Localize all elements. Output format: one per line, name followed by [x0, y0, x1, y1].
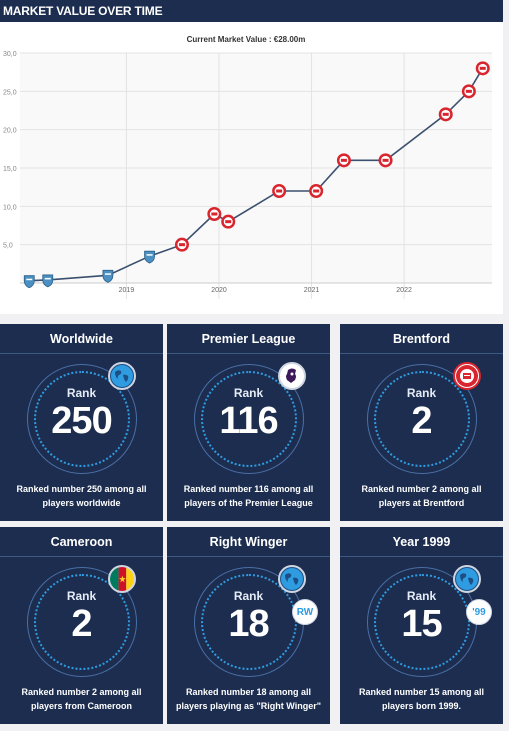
year-pill: '99	[466, 599, 492, 625]
rank-card-brentford[interactable]: Brentford Rank 2 Ranked number 2 among a…	[340, 324, 503, 521]
rank-label: Rank	[66, 589, 97, 603]
rank-ring	[26, 364, 137, 474]
badge-mark	[442, 112, 449, 116]
rank-label: Rank	[66, 386, 97, 400]
data-point[interactable]	[336, 153, 351, 168]
badge-mark	[479, 66, 486, 70]
data-point[interactable]	[207, 207, 222, 221]
badge-mark	[313, 189, 320, 193]
rank-label: Rank	[406, 386, 437, 400]
rank-number: 116	[219, 400, 278, 442]
club-badge-icon	[102, 269, 114, 283]
badge-mark	[26, 278, 33, 281]
market-value-chart: Current Market Value : €28.00m 5,0 10,0 15…	[0, 22, 503, 314]
rank-card-worldwide[interactable]: Worldwide Rank 250 Ranked number 250 amo…	[0, 324, 163, 521]
rank-card-right-winger[interactable]: Right Winger RW Rank 18 Ranked number 18…	[167, 527, 330, 724]
y-tick-label: 20,0	[3, 128, 17, 135]
data-point[interactable]	[144, 250, 155, 264]
value-line	[29, 67, 484, 282]
data-point[interactable]	[23, 275, 35, 289]
badge-mark	[44, 277, 51, 280]
badge-mark	[104, 273, 111, 275]
rank-card-year[interactable]: Year 1999 '99 Rank 15 Ranked number 15 a…	[340, 527, 503, 724]
badge-mark	[382, 158, 389, 162]
cameroon-flag-icon	[108, 565, 136, 593]
club-badge-icon	[42, 274, 54, 288]
premier-league-icon	[278, 362, 306, 390]
y-tick-label: 10,0	[3, 204, 17, 211]
data-point[interactable]	[221, 214, 236, 229]
y-tick-label: 15,0	[3, 166, 17, 173]
rank-ring	[366, 364, 477, 474]
rank-number: 250	[51, 400, 112, 442]
globe-icon	[108, 362, 136, 390]
rank-number: 2	[71, 603, 92, 645]
rank-description: Ranked number 18 among all players playi…	[176, 687, 321, 711]
rank-number: 15	[401, 603, 442, 645]
badge-mark	[146, 254, 153, 256]
chart-canvas: Current Market Value : €28.00m 5,0 10,0 15…	[3, 35, 492, 299]
badge-mark	[465, 89, 472, 93]
x-tick-label: 2022	[396, 287, 412, 294]
rank-label: Rank	[233, 386, 264, 400]
x-tick-label: 2020	[211, 287, 227, 294]
data-point[interactable]	[438, 107, 453, 122]
rank-description: Ranked number 2 among all players from C…	[21, 687, 142, 711]
rank-description: Ranked number 250 among all players worl…	[16, 484, 147, 508]
data-point[interactable]	[174, 237, 189, 252]
y-tick-label: 25,0	[3, 89, 17, 96]
brentford-crest-icon	[453, 362, 481, 390]
chart-series-line	[29, 67, 484, 282]
chart-axes: 5,0 10,0 15,0 20,0 25,0 30,0 2019 2020 2021 2022	[3, 51, 492, 294]
data-point[interactable]	[475, 61, 490, 76]
rank-number: 18	[228, 603, 269, 645]
chart-title: Current Market Value : €28.00m	[187, 35, 306, 44]
x-tick-label: 2021	[304, 287, 320, 294]
data-point[interactable]	[42, 274, 54, 288]
data-point[interactable]	[272, 184, 287, 198]
position-pill: RW	[292, 599, 318, 625]
rank-card-title: Right Winger	[167, 527, 330, 557]
rank-label: Rank	[233, 589, 264, 603]
chart-grid	[20, 52, 492, 299]
badge-mark	[225, 220, 232, 224]
section-header: MARKET VALUE OVER TIME	[0, 0, 503, 22]
rank-number: 2	[411, 400, 432, 442]
y-tick-label: 30,0	[3, 51, 17, 58]
rank-card-title: Worldwide	[0, 324, 163, 354]
rank-card-cameroon[interactable]: Cameroon Rank 2 Ranked number 2 among al…	[0, 527, 163, 724]
rank-description: Ranked number 2 among all players at Bre…	[361, 484, 482, 508]
badge-mark	[178, 243, 185, 247]
data-point[interactable]	[461, 84, 476, 99]
y-tick-label: 5,0	[3, 243, 13, 250]
x-tick-label: 2019	[119, 287, 135, 294]
data-point[interactable]	[309, 184, 324, 198]
globe-icon	[453, 565, 481, 593]
rank-ring	[193, 364, 304, 474]
rank-card-title: Cameroon	[0, 527, 163, 557]
data-point[interactable]	[378, 153, 393, 168]
rank-card-title: Premier League	[167, 324, 330, 354]
chart-points[interactable]	[23, 61, 490, 289]
rank-card-premier-league[interactable]: Premier League Rank 116 Ranked number 11…	[167, 324, 330, 521]
club-badge-icon	[23, 275, 35, 289]
globe-icon	[278, 565, 306, 593]
rank-card-title: Year 1999	[340, 527, 503, 557]
rank-label: Rank	[406, 589, 437, 603]
rank-description: Ranked number 116 among all players of t…	[183, 484, 314, 508]
rank-card-title: Brentford	[340, 324, 503, 354]
rank-ring	[26, 567, 137, 677]
rank-description: Ranked number 15 among all players born …	[358, 687, 485, 711]
badge-mark	[276, 189, 283, 193]
badge-mark	[211, 212, 218, 216]
badge-mark	[340, 158, 347, 162]
data-point[interactable]	[102, 269, 114, 283]
